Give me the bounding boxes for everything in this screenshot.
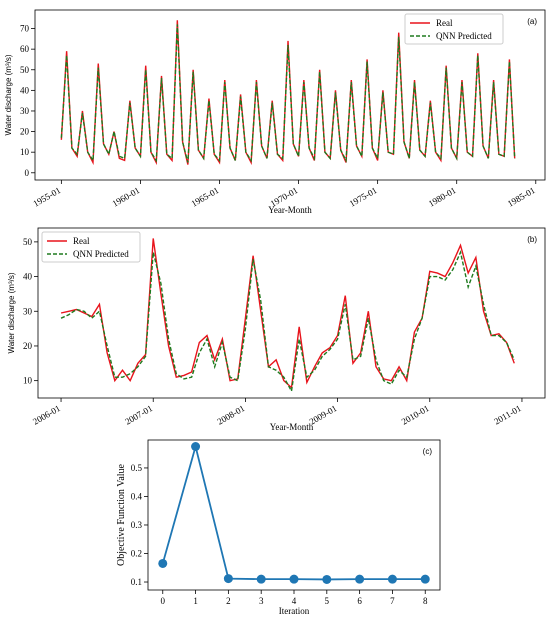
data-point [322, 574, 332, 584]
y-tick-label: 50 [20, 65, 30, 75]
x-tick-label: 4 [292, 596, 297, 606]
y-tick-label: 30 [23, 306, 33, 316]
data-point [158, 558, 168, 568]
x-tick-label: 1965-01 [190, 185, 221, 209]
data-point [223, 574, 233, 584]
series-line [60, 250, 515, 394]
data-point [289, 574, 299, 584]
x-axis-label: Iteration [279, 606, 310, 616]
panel-label: (a) [527, 17, 537, 26]
y-tick-label: 20 [23, 341, 33, 351]
legend-label: Real [436, 18, 453, 28]
data-point [191, 442, 201, 452]
x-tick-label: 1955-01 [31, 185, 62, 209]
x-tick-label: 7 [390, 596, 395, 606]
x-tick-label: 8 [423, 596, 428, 606]
y-tick-label: 0.4 [131, 491, 143, 501]
x-axis-label: Year-Month [268, 205, 312, 215]
legend-label: QNN Predicted [436, 31, 492, 41]
series-line [60, 24, 516, 163]
x-tick-label: 2006-01 [31, 403, 62, 427]
axes-frame [37, 227, 546, 399]
x-tick-label: 5 [325, 596, 330, 606]
panel-label: (c) [423, 447, 433, 456]
y-tick-label: 40 [20, 85, 30, 95]
x-tick-label: 1980-01 [427, 185, 458, 209]
data-point [387, 574, 397, 584]
legend-label: Real [73, 236, 90, 246]
x-tick-label: 6 [357, 596, 362, 606]
axes-frame [34, 9, 546, 181]
data-point [256, 574, 266, 584]
x-tick-label: 1975-01 [348, 185, 379, 209]
x-tick-label: 0 [161, 596, 166, 606]
y-tick-label: 0.2 [131, 548, 142, 558]
x-tick-label: 2011-01 [492, 403, 523, 426]
legend-label: QNN Predicted [73, 249, 129, 259]
x-tick-label: 2007-01 [123, 403, 154, 427]
x-tick-label: 3 [259, 596, 264, 606]
panel-label: (b) [527, 235, 537, 244]
y-axis-label: Water discharge (m³/s) [4, 54, 13, 135]
data-point [355, 574, 365, 584]
y-tick-label: 0.3 [131, 520, 143, 530]
data-point [420, 574, 430, 584]
x-tick-label: 2 [226, 596, 231, 606]
y-axis-label: Objective Function Value [116, 463, 127, 566]
y-tick-label: 40 [23, 272, 33, 282]
x-axis-label: Year-Month [270, 422, 314, 432]
x-tick-label: 2008-01 [215, 403, 246, 427]
series-line [161, 443, 426, 581]
x-tick-label: 1985-01 [506, 185, 537, 209]
y-axis-label: Water discharge (m³/s) [7, 272, 16, 353]
y-tick-label: 10 [20, 147, 30, 157]
y-tick-label: 0 [25, 168, 30, 178]
x-tick-label: 1960-01 [110, 185, 141, 209]
y-tick-label: 50 [23, 237, 33, 247]
y-tick-label: 20 [20, 127, 30, 137]
y-tick-label: 0.1 [131, 577, 142, 587]
y-tick-label: 0.5 [131, 463, 143, 473]
y-tick-label: 10 [23, 376, 33, 386]
y-tick-label: 70 [20, 24, 30, 34]
x-tick-label: 1 [193, 596, 198, 606]
y-tick-label: 30 [20, 106, 30, 116]
x-tick-label: 2010-01 [400, 403, 431, 427]
y-tick-label: 60 [20, 44, 30, 54]
